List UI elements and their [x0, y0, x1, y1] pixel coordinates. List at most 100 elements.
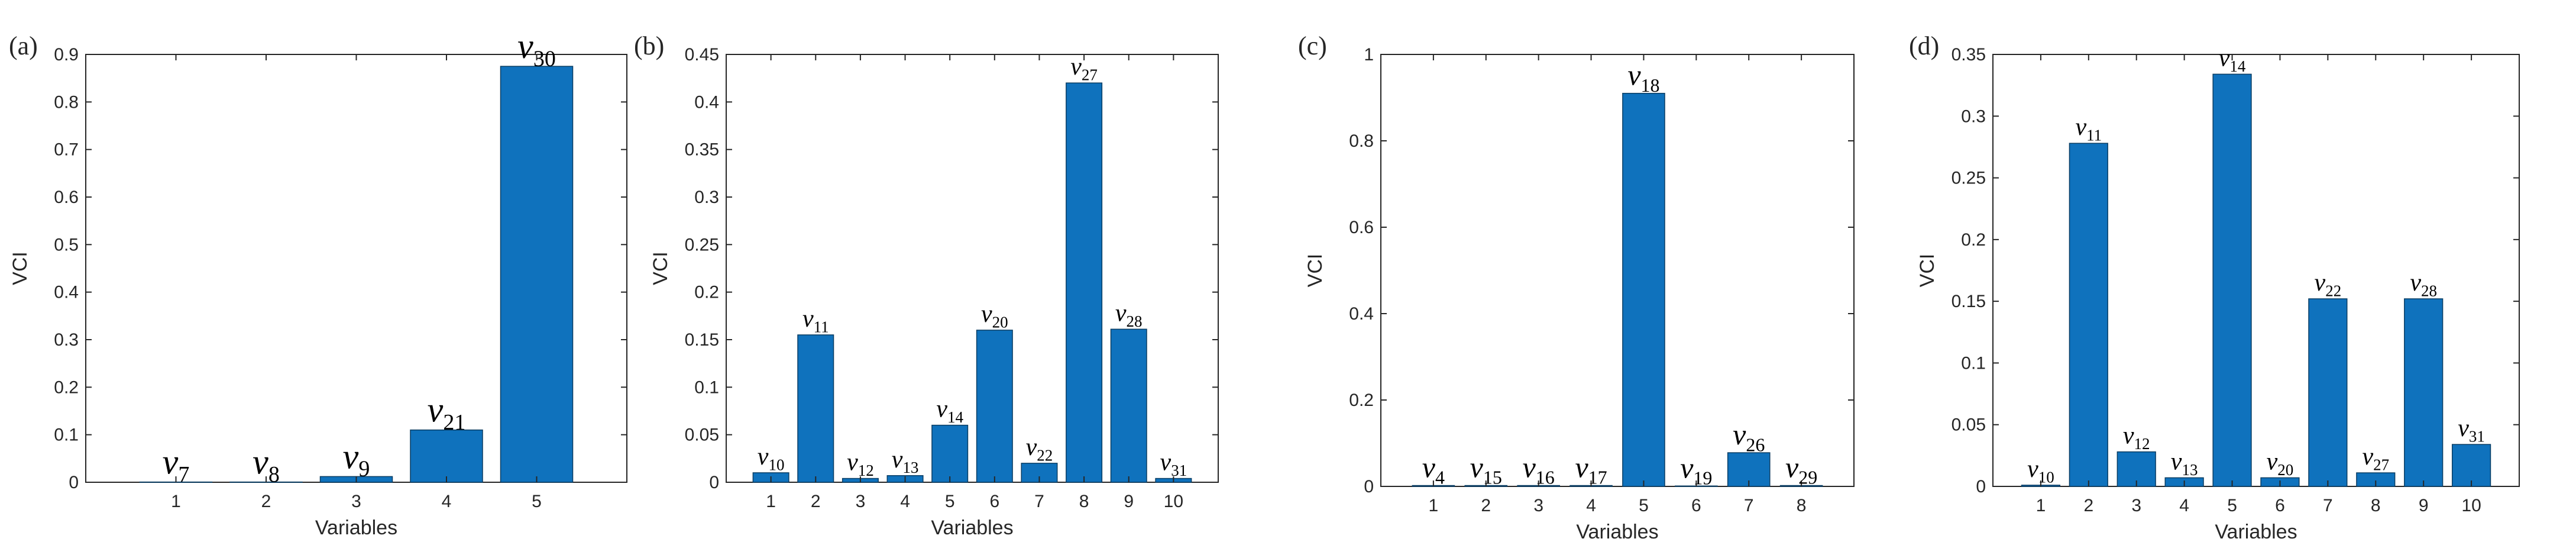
- panel-tag: (a): [9, 31, 38, 60]
- y-tick-label: 0: [1364, 477, 1374, 496]
- bar-label-subscript: 14: [947, 408, 964, 426]
- bar-label: v8: [253, 443, 280, 487]
- bar-label-subscript: 28: [2421, 282, 2437, 299]
- bar-label-base: v: [517, 27, 533, 66]
- bar-label-subscript: 19: [1693, 467, 1712, 488]
- bar-label-subscript: 31: [2469, 428, 2485, 446]
- bar: [2308, 298, 2348, 487]
- y-tick-label: 0: [1976, 477, 1986, 496]
- bar-label-subscript: 20: [2277, 461, 2293, 479]
- bar-label-base: v: [2458, 415, 2469, 442]
- bar-label: v10: [2027, 456, 2054, 486]
- bar-label: v11: [802, 305, 829, 336]
- x-axis-label: Variables: [931, 517, 1013, 539]
- panel-tag: (d): [1909, 31, 1939, 60]
- x-tick-label: 6: [2275, 496, 2285, 515]
- bar-label-base: v: [1026, 434, 1037, 461]
- bar-label-base: v: [1115, 299, 1127, 327]
- bar-label: v20: [981, 301, 1008, 331]
- bar-label-subscript: 12: [858, 462, 874, 479]
- bar: [931, 424, 969, 483]
- y-tick-label: 0.25: [685, 235, 719, 254]
- bar-label-base: v: [2315, 269, 2326, 296]
- x-tick-label: 4: [2179, 496, 2189, 515]
- y-tick-label: 0.8: [1349, 131, 1374, 151]
- y-tick-label: 0.3: [54, 330, 79, 350]
- bar-label-base: v: [758, 443, 769, 470]
- y-tick-label: 0.7: [54, 140, 79, 160]
- y-tick-label: 0.2: [694, 283, 719, 302]
- y-axis-label: VCI: [1304, 254, 1326, 288]
- bar-label-base: v: [936, 396, 947, 423]
- bar-label: v16: [1523, 451, 1555, 488]
- bar-label-base: v: [2027, 456, 2038, 483]
- x-tick-label: 6: [989, 492, 999, 511]
- y-axis-label: VCI: [649, 251, 672, 285]
- plot-frame: [726, 54, 1219, 483]
- y-axis-label: VCI: [1916, 254, 1939, 288]
- bar-label-subscript: 21: [443, 410, 465, 435]
- bar-label-base: v: [2410, 269, 2421, 296]
- bar: [976, 330, 1013, 483]
- bar-label: v27: [1070, 53, 1098, 83]
- bar-label: v12: [847, 449, 874, 479]
- bar-label: v14: [936, 396, 963, 426]
- bar-label-base: v: [2219, 44, 2230, 72]
- x-tick-label: 5: [945, 492, 955, 511]
- x-tick-label: 3: [856, 492, 866, 511]
- bar-label-subscript: 26: [1746, 434, 1765, 455]
- x-tick-label: 4: [442, 492, 452, 511]
- bar-label-base: v: [847, 449, 858, 476]
- bar-label: v30: [517, 27, 556, 71]
- y-tick-label: 0: [69, 473, 79, 492]
- x-tick-label: 8: [1797, 496, 1807, 515]
- y-tick-label: 0.35: [685, 140, 719, 160]
- bar-label-base: v: [2123, 422, 2134, 450]
- bar-label-subscript: 22: [2325, 282, 2341, 299]
- bar-label-base: v: [1470, 451, 1484, 484]
- bar-label-base: v: [2171, 448, 2182, 475]
- x-tick-label: 1: [1429, 496, 1439, 515]
- bar-label-subscript: 13: [902, 459, 918, 476]
- bar-label-base: v: [1785, 451, 1799, 484]
- bar-label: v15: [1470, 451, 1502, 488]
- bar-label: v12: [2123, 422, 2150, 453]
- bar: [1622, 92, 1665, 487]
- bar-label-subscript: 13: [2182, 461, 2198, 479]
- bar-label-base: v: [163, 443, 179, 482]
- bar: [2212, 73, 2252, 487]
- bar: [410, 429, 483, 483]
- bar-label: v22: [1026, 434, 1053, 464]
- bar-label: v31: [2458, 415, 2485, 445]
- bar-label-base: v: [1680, 451, 1694, 484]
- bar-label-base: v: [1070, 53, 1082, 80]
- chart-panel-4: 00.050.10.150.20.250.30.351v102v113v124v…: [1909, 31, 2520, 543]
- y-tick-label: 0.1: [1961, 353, 1986, 373]
- bar-label-subscript: 30: [533, 46, 556, 71]
- panel-tag: (c): [1298, 31, 1327, 60]
- bar-label: v14: [2219, 44, 2246, 75]
- bar-label-subscript: 10: [768, 456, 784, 473]
- y-tick-label: 0.9: [54, 45, 79, 64]
- bar: [2404, 298, 2444, 487]
- y-tick-label: 0.15: [1952, 292, 1986, 311]
- x-tick-label: 1: [766, 492, 776, 511]
- y-tick-label: 0.05: [685, 425, 719, 445]
- bar-label-subscript: 27: [2373, 456, 2389, 474]
- y-tick-label: 0.4: [54, 283, 79, 302]
- y-axis-label: VCI: [9, 251, 31, 285]
- bar-label: v22: [2315, 269, 2342, 299]
- x-tick-label: 2: [1481, 496, 1491, 515]
- bar-label-subscript: 16: [1536, 467, 1555, 488]
- bar-label: v27: [2362, 443, 2389, 473]
- y-tick-label: 0.2: [54, 378, 79, 397]
- x-tick-label: 7: [1034, 492, 1044, 511]
- bar-label: v28: [1115, 299, 1143, 330]
- bar-label: v18: [1627, 59, 1659, 96]
- x-tick-label: 5: [532, 492, 542, 511]
- bar-label-subscript: 18: [1641, 75, 1660, 96]
- x-tick-label: 4: [900, 492, 910, 511]
- bar-label-subscript: 31: [1171, 462, 1187, 479]
- bar-label: v28: [2410, 269, 2437, 299]
- y-tick-label: 0.6: [54, 188, 79, 207]
